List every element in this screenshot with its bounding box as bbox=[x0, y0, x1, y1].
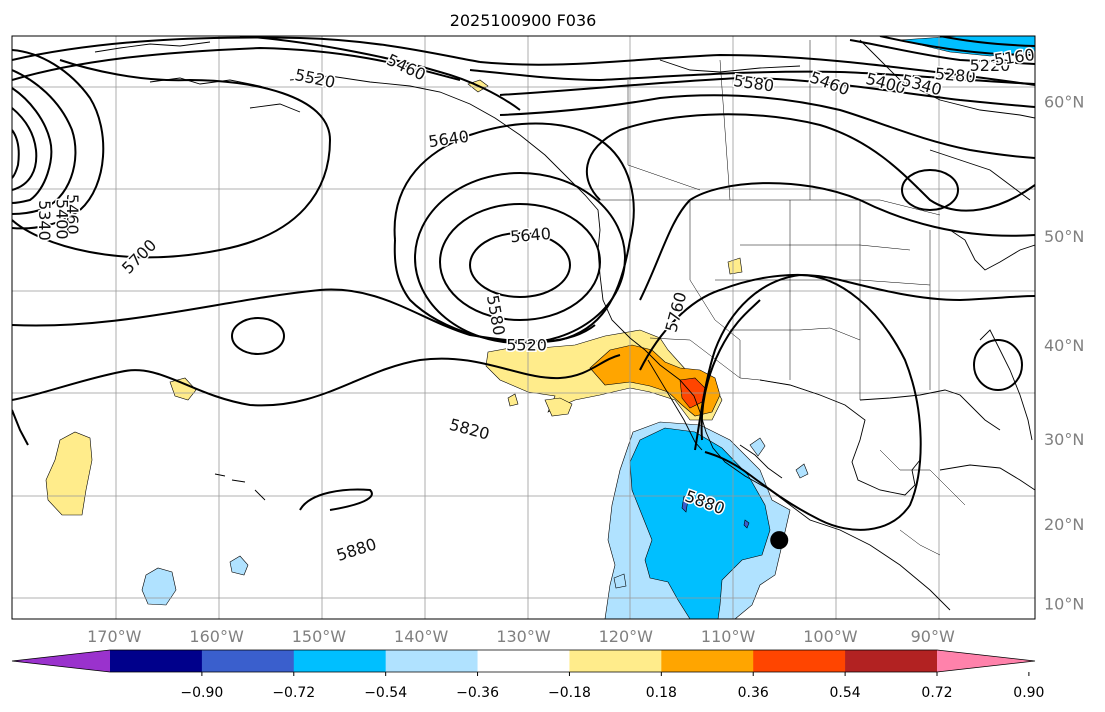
negative-anomaly-spot bbox=[681, 495, 689, 513]
political-borders bbox=[600, 40, 966, 556]
positive-anomaly-small bbox=[45, 431, 93, 516]
contour-label: 5640 bbox=[509, 224, 551, 246]
contour-label: 5520 bbox=[506, 336, 547, 355]
negative-anomaly-inner bbox=[629, 427, 771, 619]
colorbar-bin bbox=[385, 650, 479, 672]
colorbar-tick-label: −0.54 bbox=[364, 685, 407, 701]
map-panel: 5460552056405640558055205700576058205880… bbox=[11, 35, 1036, 620]
colorbar-bin bbox=[477, 650, 570, 672]
longitude-label: 120°W bbox=[599, 627, 654, 646]
colorbar-tick-label: −0.18 bbox=[548, 685, 591, 701]
coastlines bbox=[94, 39, 1035, 611]
negative-anomaly-small bbox=[141, 567, 177, 606]
positive-anomaly-small bbox=[727, 257, 743, 275]
shaded-anomaly-fields bbox=[45, 36, 1035, 619]
colorbar-bin bbox=[753, 650, 846, 672]
longitude-label: 90°W bbox=[911, 627, 955, 646]
positive-anomaly-small bbox=[899, 36, 1035, 57]
graticule bbox=[12, 36, 1035, 619]
map-title: 2025100900 F036 bbox=[450, 11, 597, 30]
colorbar-outline bbox=[11, 649, 1036, 673]
latitude-label: 50°N bbox=[1044, 227, 1084, 246]
negative-anomaly-small bbox=[613, 573, 627, 589]
longitude-label: 170°W bbox=[87, 627, 142, 646]
latitude-labels: 60°N 50°N 40°N 30°N 20°N 10°N bbox=[1044, 92, 1084, 613]
positive-anomaly-small bbox=[544, 397, 573, 417]
longitude-label: 130°W bbox=[496, 627, 551, 646]
longitude-label: 150°W bbox=[292, 627, 347, 646]
colorbar-tick-label: 0.54 bbox=[830, 685, 861, 701]
contour-labels: 5460552056405640558055205700576058205880… bbox=[34, 44, 1036, 567]
longitude-label: 110°W bbox=[701, 627, 756, 646]
colorbar-bin bbox=[845, 650, 938, 672]
latitude-label: 40°N bbox=[1044, 336, 1084, 355]
positive-anomaly-small bbox=[169, 377, 197, 401]
colorbar-tick-label: 0.90 bbox=[1013, 685, 1044, 701]
latitude-label: 10°N bbox=[1044, 594, 1084, 613]
colorbar: −0.90 −0.72 −0.54 −0.36 −0.18 0.18 0.36 0.54 0.7… bbox=[11, 649, 1044, 701]
colorbar-bin bbox=[293, 650, 387, 672]
storm-center-marker bbox=[770, 531, 789, 550]
latitude-label: 30°N bbox=[1044, 430, 1084, 449]
colorbar-extend-low bbox=[12, 650, 110, 672]
colorbar-tick-label: 0.72 bbox=[921, 685, 952, 701]
colorbar-bin bbox=[201, 650, 295, 672]
colorbar-tick-label: −0.36 bbox=[456, 685, 499, 701]
colorbar-tick-label: −0.72 bbox=[272, 685, 315, 701]
longitude-label: 100°W bbox=[803, 627, 858, 646]
height-contours bbox=[12, 36, 1035, 531]
positive-anomaly-small bbox=[507, 393, 519, 407]
negative-anomaly-spot bbox=[743, 519, 750, 529]
longitude-label: 140°W bbox=[394, 627, 449, 646]
latitude-label: 60°N bbox=[1044, 92, 1084, 111]
colorbar-extend-high bbox=[937, 650, 1035, 672]
negative-anomaly-small bbox=[795, 463, 809, 479]
colorbar-tick-label: −0.90 bbox=[180, 685, 223, 701]
contour-label: 5340 bbox=[35, 200, 54, 241]
contour-label: 5160 bbox=[993, 45, 1036, 69]
contour-label: 5460 bbox=[63, 194, 82, 235]
negative-anomaly-small bbox=[229, 555, 249, 576]
colorbar-bin bbox=[661, 650, 754, 672]
latitude-label: 20°N bbox=[1044, 515, 1084, 534]
longitude-labels: 170°W 160°W 150°W 140°W 130°W 120°W 110°W 100°W… bbox=[87, 627, 955, 646]
colorbar-bin bbox=[110, 650, 203, 672]
contour-label: 5400 bbox=[53, 199, 72, 240]
longitude-label: 160°W bbox=[189, 627, 244, 646]
colorbar-tick-label: 0.36 bbox=[738, 685, 769, 701]
contour-label: 5220 bbox=[970, 56, 1011, 75]
colorbar-bin bbox=[569, 650, 662, 672]
negative-anomaly-small bbox=[749, 437, 766, 457]
colorbar-tick-label: 0.18 bbox=[646, 685, 677, 701]
